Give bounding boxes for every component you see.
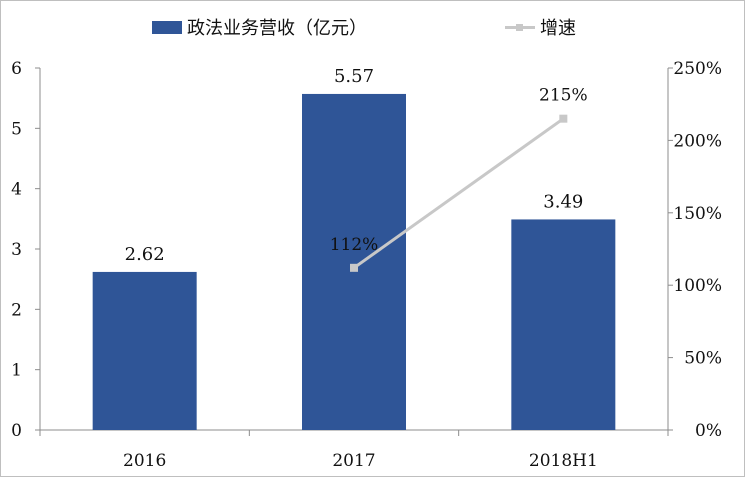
growth-data-label: 215% xyxy=(539,86,588,106)
growth-data-label: 112% xyxy=(330,235,379,255)
legend-item-growth: 增速 xyxy=(505,14,576,40)
bar-data-label: 3.49 xyxy=(543,191,583,212)
legend-swatch-revenue xyxy=(152,20,182,34)
x-tick-label: 2018H1 xyxy=(529,451,598,471)
bar-data-label: 2.62 xyxy=(125,244,165,265)
x-tick-label: 2017 xyxy=(332,451,375,471)
x-tick-label: 2016 xyxy=(123,451,166,471)
y-right-tick-label: 50% xyxy=(684,349,722,369)
y-right-tick-label: 100% xyxy=(673,276,722,296)
legend-item-revenue: 政法业务营收（亿元） xyxy=(152,14,367,40)
bar xyxy=(511,219,616,430)
bar xyxy=(302,93,406,431)
y-left-tick-label: 3 xyxy=(11,240,22,260)
chart-legend: 政法业务营收（亿元） 增速 xyxy=(0,14,745,40)
y-left-tick-label: 6 xyxy=(11,59,22,79)
y-left-tick-label: 0 xyxy=(11,421,22,441)
legend-label-growth: 增速 xyxy=(540,18,576,39)
y-left-tick-label: 2 xyxy=(11,300,22,320)
y-left-tick-label: 5 xyxy=(11,119,22,139)
bar xyxy=(92,271,197,430)
legend-swatch-growth xyxy=(505,21,535,34)
y-right-tick-label: 200% xyxy=(673,131,722,151)
growth-line xyxy=(353,117,565,270)
y-right-tick-label: 0% xyxy=(695,421,722,441)
bar-data-label: 5.57 xyxy=(334,66,374,87)
growth-point xyxy=(559,114,568,123)
growth-point xyxy=(350,263,358,272)
y-right-tick-label: 250% xyxy=(673,59,722,79)
y-right-tick-label: 150% xyxy=(673,204,722,224)
y-left-tick-label: 4 xyxy=(11,180,22,200)
y-left-tick-label: 1 xyxy=(11,361,22,381)
legend-label-revenue: 政法业务营收（亿元） xyxy=(187,18,367,39)
